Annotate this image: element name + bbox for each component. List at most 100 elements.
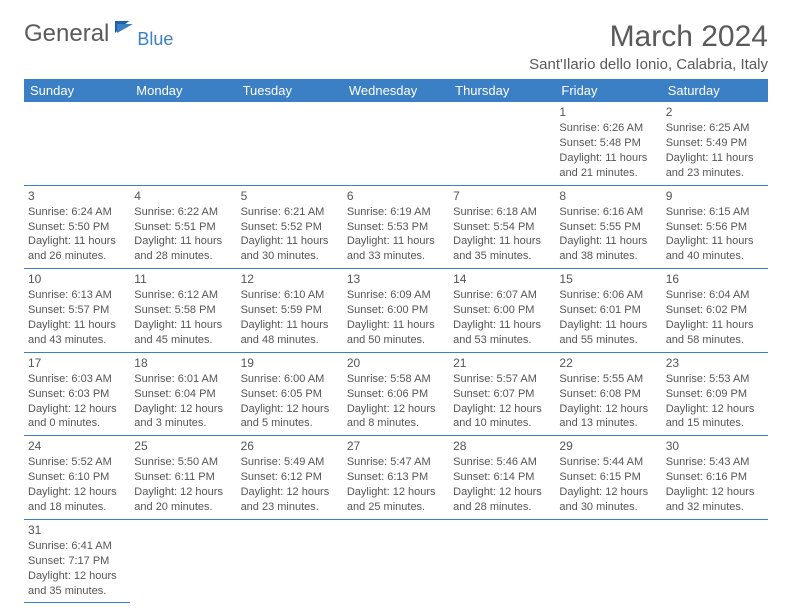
calendar-row: 3Sunrise: 6:24 AMSunset: 5:50 PMDaylight… (24, 185, 768, 269)
calendar-cell: 28Sunrise: 5:46 AMSunset: 6:14 PMDayligh… (449, 436, 555, 520)
calendar-cell: 13Sunrise: 6:09 AMSunset: 6:00 PMDayligh… (343, 269, 449, 353)
day-number: 20 (347, 355, 445, 371)
calendar-row: 24Sunrise: 5:52 AMSunset: 6:10 PMDayligh… (24, 436, 768, 520)
calendar-cell-empty (343, 102, 449, 185)
flag-icon (115, 19, 137, 40)
day-info: Sunrise: 5:50 AMSunset: 6:11 PMDaylight:… (134, 455, 232, 514)
day-info: Sunrise: 6:07 AMSunset: 6:00 PMDaylight:… (453, 288, 551, 347)
day-number: 17 (28, 355, 126, 371)
calendar-body: 1Sunrise: 6:26 AMSunset: 5:48 PMDaylight… (24, 102, 768, 603)
day-info: Sunrise: 6:26 AMSunset: 5:48 PMDaylight:… (559, 121, 657, 180)
day-number: 16 (666, 271, 764, 287)
day-info: Sunrise: 5:53 AMSunset: 6:09 PMDaylight:… (666, 372, 764, 431)
day-info: Sunrise: 6:18 AMSunset: 5:54 PMDaylight:… (453, 205, 551, 264)
day-info: Sunrise: 6:16 AMSunset: 5:55 PMDaylight:… (559, 205, 657, 264)
calendar-cell: 11Sunrise: 6:12 AMSunset: 5:58 PMDayligh… (130, 269, 236, 353)
day-info: Sunrise: 6:12 AMSunset: 5:58 PMDaylight:… (134, 288, 232, 347)
header: General Blue March 2024 Sant'Ilario dell… (24, 20, 768, 73)
day-info: Sunrise: 6:00 AMSunset: 6:05 PMDaylight:… (241, 372, 339, 431)
calendar-cell: 3Sunrise: 6:24 AMSunset: 5:50 PMDaylight… (24, 185, 130, 269)
day-header: Friday (555, 79, 661, 102)
day-info: Sunrise: 6:41 AMSunset: 7:17 PMDaylight:… (28, 539, 126, 598)
title-block: March 2024 Sant'Ilario dello Ionio, Cala… (529, 20, 768, 73)
calendar-cell: 16Sunrise: 6:04 AMSunset: 6:02 PMDayligh… (662, 269, 768, 353)
day-number: 26 (241, 438, 339, 454)
page-title: March 2024 (529, 20, 768, 54)
calendar-cell: 5Sunrise: 6:21 AMSunset: 5:52 PMDaylight… (237, 185, 343, 269)
calendar-cell: 4Sunrise: 6:22 AMSunset: 5:51 PMDaylight… (130, 185, 236, 269)
day-number: 14 (453, 271, 551, 287)
calendar-cell: 21Sunrise: 5:57 AMSunset: 6:07 PMDayligh… (449, 352, 555, 436)
day-info: Sunrise: 6:06 AMSunset: 6:01 PMDaylight:… (559, 288, 657, 347)
calendar-cell: 20Sunrise: 5:58 AMSunset: 6:06 PMDayligh… (343, 352, 449, 436)
day-info: Sunrise: 5:43 AMSunset: 6:16 PMDaylight:… (666, 455, 764, 514)
day-header: Thursday (449, 79, 555, 102)
day-info: Sunrise: 5:47 AMSunset: 6:13 PMDaylight:… (347, 455, 445, 514)
calendar-cell: 18Sunrise: 6:01 AMSunset: 6:04 PMDayligh… (130, 352, 236, 436)
day-info: Sunrise: 6:15 AMSunset: 5:56 PMDaylight:… (666, 205, 764, 264)
day-info: Sunrise: 6:10 AMSunset: 5:59 PMDaylight:… (241, 288, 339, 347)
calendar-cell: 27Sunrise: 5:47 AMSunset: 6:13 PMDayligh… (343, 436, 449, 520)
calendar-cell: 1Sunrise: 6:26 AMSunset: 5:48 PMDaylight… (555, 102, 661, 185)
calendar-row: 10Sunrise: 6:13 AMSunset: 5:57 PMDayligh… (24, 269, 768, 353)
day-number: 3 (28, 188, 126, 204)
day-info: Sunrise: 6:25 AMSunset: 5:49 PMDaylight:… (666, 121, 764, 180)
day-info: Sunrise: 5:55 AMSunset: 6:08 PMDaylight:… (559, 372, 657, 431)
calendar-cell-empty (449, 102, 555, 185)
day-info: Sunrise: 6:01 AMSunset: 6:04 PMDaylight:… (134, 372, 232, 431)
day-number: 18 (134, 355, 232, 371)
day-number: 1 (559, 104, 657, 120)
day-info: Sunrise: 6:22 AMSunset: 5:51 PMDaylight:… (134, 205, 232, 264)
calendar-cell-empty (662, 519, 768, 603)
calendar-cell: 30Sunrise: 5:43 AMSunset: 6:16 PMDayligh… (662, 436, 768, 520)
day-number: 12 (241, 271, 339, 287)
day-info: Sunrise: 5:58 AMSunset: 6:06 PMDaylight:… (347, 372, 445, 431)
calendar-cell: 31Sunrise: 6:41 AMSunset: 7:17 PMDayligh… (24, 519, 130, 603)
calendar-cell: 15Sunrise: 6:06 AMSunset: 6:01 PMDayligh… (555, 269, 661, 353)
calendar-cell: 23Sunrise: 5:53 AMSunset: 6:09 PMDayligh… (662, 352, 768, 436)
calendar-row: 1Sunrise: 6:26 AMSunset: 5:48 PMDaylight… (24, 102, 768, 185)
calendar-cell-empty (449, 519, 555, 603)
day-number: 22 (559, 355, 657, 371)
calendar-row: 31Sunrise: 6:41 AMSunset: 7:17 PMDayligh… (24, 519, 768, 603)
calendar-cell: 14Sunrise: 6:07 AMSunset: 6:00 PMDayligh… (449, 269, 555, 353)
calendar-cell: 22Sunrise: 5:55 AMSunset: 6:08 PMDayligh… (555, 352, 661, 436)
day-header: Saturday (662, 79, 768, 102)
day-header: Sunday (24, 79, 130, 102)
day-number: 11 (134, 271, 232, 287)
calendar-cell: 29Sunrise: 5:44 AMSunset: 6:15 PMDayligh… (555, 436, 661, 520)
day-info: Sunrise: 5:46 AMSunset: 6:14 PMDaylight:… (453, 455, 551, 514)
day-info: Sunrise: 6:19 AMSunset: 5:53 PMDaylight:… (347, 205, 445, 264)
calendar-cell: 25Sunrise: 5:50 AMSunset: 6:11 PMDayligh… (130, 436, 236, 520)
calendar-cell-empty (130, 519, 236, 603)
day-header-row: Sunday Monday Tuesday Wednesday Thursday… (24, 79, 768, 102)
day-info: Sunrise: 6:21 AMSunset: 5:52 PMDaylight:… (241, 205, 339, 264)
day-info: Sunrise: 5:52 AMSunset: 6:10 PMDaylight:… (28, 455, 126, 514)
calendar-cell-empty (343, 519, 449, 603)
calendar-cell: 12Sunrise: 6:10 AMSunset: 5:59 PMDayligh… (237, 269, 343, 353)
day-number: 2 (666, 104, 764, 120)
day-number: 31 (28, 522, 126, 538)
day-number: 9 (666, 188, 764, 204)
calendar-cell: 19Sunrise: 6:00 AMSunset: 6:05 PMDayligh… (237, 352, 343, 436)
day-number: 7 (453, 188, 551, 204)
calendar-cell: 9Sunrise: 6:15 AMSunset: 5:56 PMDaylight… (662, 185, 768, 269)
day-number: 4 (134, 188, 232, 204)
calendar-cell-empty (130, 102, 236, 185)
day-number: 30 (666, 438, 764, 454)
day-number: 6 (347, 188, 445, 204)
calendar-cell-empty (237, 102, 343, 185)
day-header: Tuesday (237, 79, 343, 102)
day-info: Sunrise: 6:24 AMSunset: 5:50 PMDaylight:… (28, 205, 126, 264)
day-number: 19 (241, 355, 339, 371)
day-info: Sunrise: 6:13 AMSunset: 5:57 PMDaylight:… (28, 288, 126, 347)
day-number: 10 (28, 271, 126, 287)
day-info: Sunrise: 6:04 AMSunset: 6:02 PMDaylight:… (666, 288, 764, 347)
day-header: Monday (130, 79, 236, 102)
calendar-cell: 26Sunrise: 5:49 AMSunset: 6:12 PMDayligh… (237, 436, 343, 520)
day-number: 13 (347, 271, 445, 287)
calendar-cell-empty (237, 519, 343, 603)
day-number: 29 (559, 438, 657, 454)
calendar-cell: 7Sunrise: 6:18 AMSunset: 5:54 PMDaylight… (449, 185, 555, 269)
day-number: 23 (666, 355, 764, 371)
